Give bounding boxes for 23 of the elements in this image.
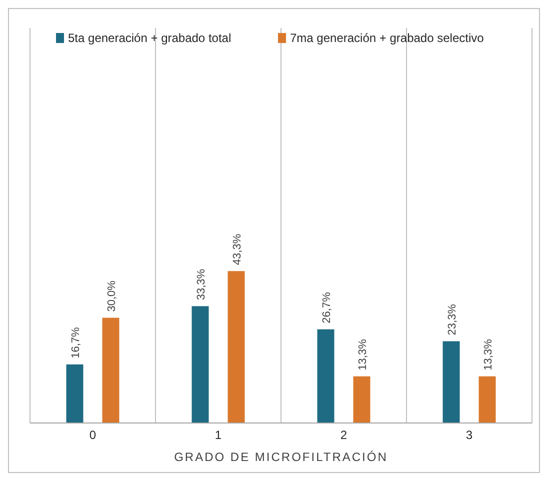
x-axis-title: GRADO DE MICROFILTRACIÓN	[174, 450, 388, 464]
data-label: 13,3%	[482, 338, 494, 370]
data-label: 26,7%	[320, 292, 333, 324]
bar	[317, 329, 334, 423]
legend-label: 7ma generación + grabado selectivo	[290, 31, 484, 45]
x-tick-label: 0	[89, 428, 96, 442]
data-label: 13,3%	[356, 338, 369, 370]
bar	[442, 341, 460, 423]
data-label: 30,0%	[106, 280, 118, 312]
bar	[228, 271, 245, 423]
bar	[102, 318, 120, 423]
data-label: 33,3%	[195, 268, 208, 300]
bar	[478, 376, 496, 423]
data-label: 23,3%	[446, 304, 458, 336]
x-tick-label: 3	[466, 428, 473, 442]
bar	[66, 364, 84, 423]
legend-label: 5ta generación + grabado total	[68, 31, 232, 45]
x-tick-label: 1	[214, 428, 222, 442]
x-tick-label: 2	[340, 428, 348, 442]
data-label: 43,3%	[231, 234, 244, 266]
data-label: 16,7%	[70, 326, 82, 358]
bar	[353, 376, 370, 423]
bar	[192, 306, 209, 423]
